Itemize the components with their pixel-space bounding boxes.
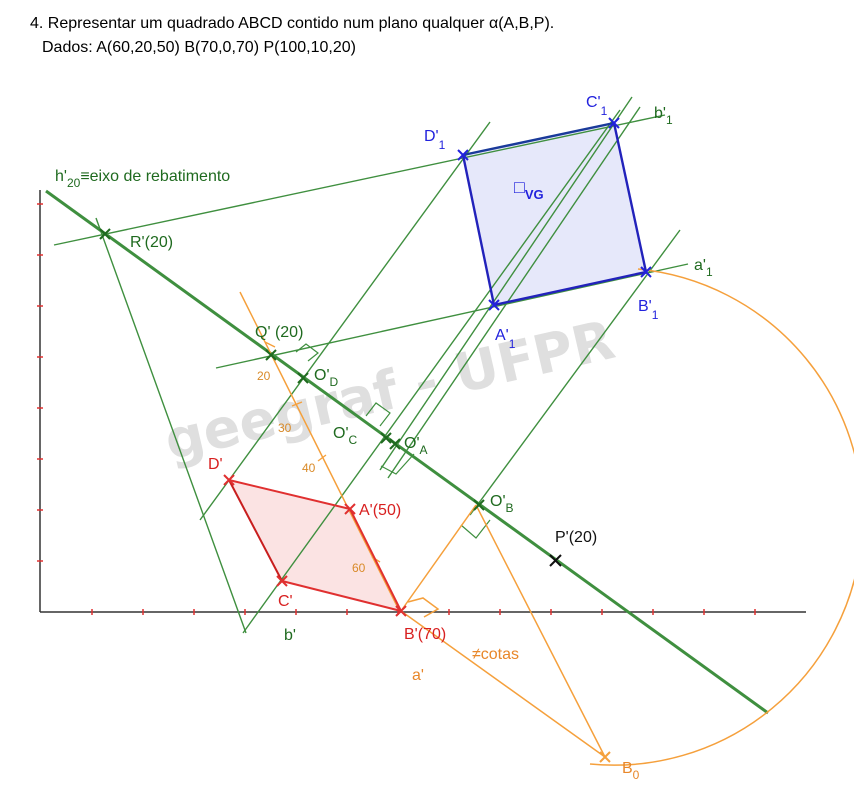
label-c: C': [278, 593, 293, 610]
b-prime-line: [242, 109, 621, 634]
b-to-ob: [400, 504, 477, 612]
ob-to-b0: [475, 504, 606, 758]
label-a: A'(50): [359, 502, 401, 519]
construction-lines-orange: [239, 268, 854, 766]
label-b1-point: B'1: [638, 298, 659, 322]
label-a-prime: a': [412, 667, 424, 684]
folding-axis: [45, 189, 769, 715]
label-b-prime: b': [284, 627, 296, 644]
right-angle-marks: [295, 343, 491, 539]
d-perpendicular: [199, 121, 491, 521]
watermark: geegraf - UFPR: [159, 308, 620, 473]
label-od: O'D: [314, 367, 339, 389]
scale-mark-30: 30: [278, 421, 292, 435]
statement-line-1: 4. Representar um quadrado ABCD contido …: [30, 15, 555, 32]
construction-lines-green: [53, 96, 689, 634]
label-vg: □VG: [514, 177, 544, 202]
label-b0: B0: [622, 760, 640, 782]
a-prime-line: [239, 291, 399, 609]
r-perpendicular: [95, 217, 247, 634]
b-perpendicular: [469, 229, 681, 516]
rotation-arc: [589, 268, 854, 766]
label-b1: b'1: [654, 105, 673, 127]
orange-right-angle: [407, 597, 440, 618]
point-markers: [99, 117, 652, 763]
label-oc: O'C: [333, 425, 358, 447]
label-q: Q' (20): [255, 324, 303, 341]
label-h20: h'20≡eixo de rebatimento: [55, 168, 230, 190]
scale-mark-40: 40: [302, 461, 316, 475]
c-perpendicular: [379, 96, 633, 471]
label-c1-point: C'1: [586, 94, 608, 118]
b-to-b0: [400, 610, 606, 758]
true-size-square-fill: [463, 123, 646, 305]
statement-line-2: Dados: A(60,20,50) B(70,0,70) P(100,10,2…: [42, 39, 356, 56]
label-d1-point: D'1: [424, 128, 446, 152]
label-r: R'(20): [130, 234, 173, 251]
scale-mark-20: 20: [257, 369, 271, 383]
projected-square-edges: [228, 479, 402, 612]
axes: [39, 190, 806, 613]
projected-square-fill: [229, 480, 401, 611]
label-b: B'(70): [404, 626, 446, 643]
label-p: P'(20): [555, 529, 597, 546]
label-d: D': [208, 456, 223, 473]
problem-statement: 4. Representar um quadrado ABCD contido …: [30, 12, 554, 60]
axis-ticks: [37, 203, 756, 615]
label-a1-point: A'1: [495, 327, 516, 351]
label-a1: a'1: [694, 257, 713, 279]
a-perpendicular: [387, 106, 641, 479]
label-ob: O'B: [490, 493, 514, 515]
label-oa: O'A: [404, 435, 428, 457]
a1-line: [215, 263, 689, 369]
label-cotas: ≠cotas: [472, 646, 519, 663]
b1-line: [53, 114, 666, 246]
true-size-square-edges: [461, 121, 648, 307]
scale-mark-60: 60: [352, 561, 366, 575]
